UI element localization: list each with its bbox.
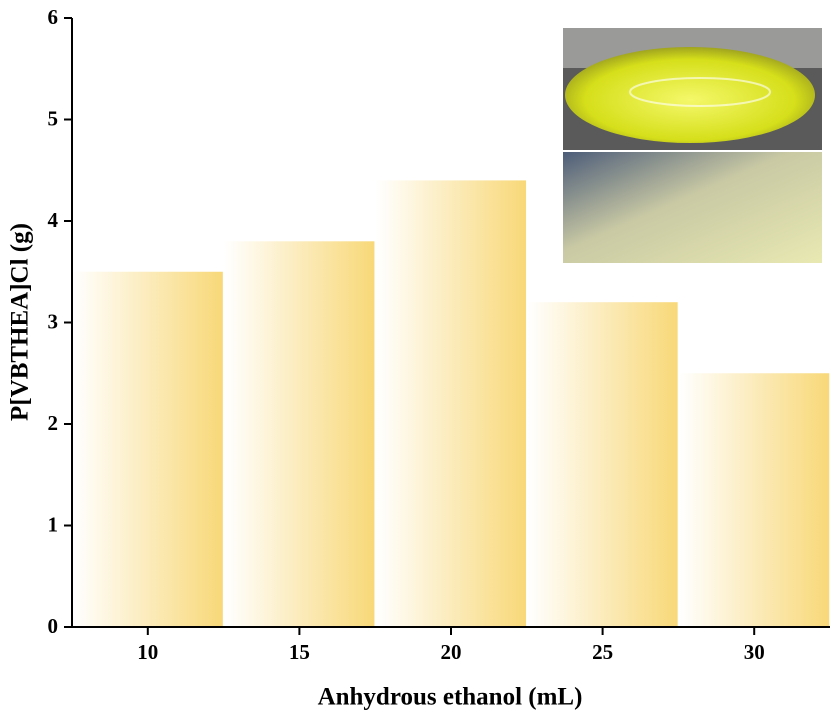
- bar: [376, 180, 526, 627]
- y-tick-label: 4: [48, 208, 59, 232]
- y-tick-label: 2: [48, 411, 59, 435]
- y-tick-label: 6: [48, 5, 59, 29]
- x-tick-label: 10: [137, 640, 158, 664]
- x-axis-title: Anhydrous ethanol (mL): [318, 684, 583, 711]
- y-axis-title: P[VBTHEA]Cl (g): [7, 223, 34, 421]
- bar: [528, 302, 678, 627]
- x-tick-label: 15: [289, 640, 310, 664]
- bar: [224, 241, 374, 627]
- bar: [73, 272, 223, 627]
- photo-bottom: [563, 150, 822, 263]
- x-tick-label: 20: [441, 640, 462, 664]
- bar: [679, 373, 829, 627]
- x-tick-label: 30: [744, 640, 765, 664]
- photo-divider: [563, 150, 822, 152]
- y-tick-label: 3: [48, 309, 59, 333]
- photo-dish: [565, 47, 815, 143]
- y-tick-label: 0: [48, 614, 59, 638]
- inset-photo: [563, 28, 822, 263]
- y-tick-label: 1: [48, 512, 59, 536]
- chart: Anhydrous ethanol (mL) P[VBTHEA]Cl (g) 0…: [0, 0, 833, 725]
- y-tick-label: 5: [48, 106, 59, 130]
- x-tick-label: 25: [592, 640, 613, 664]
